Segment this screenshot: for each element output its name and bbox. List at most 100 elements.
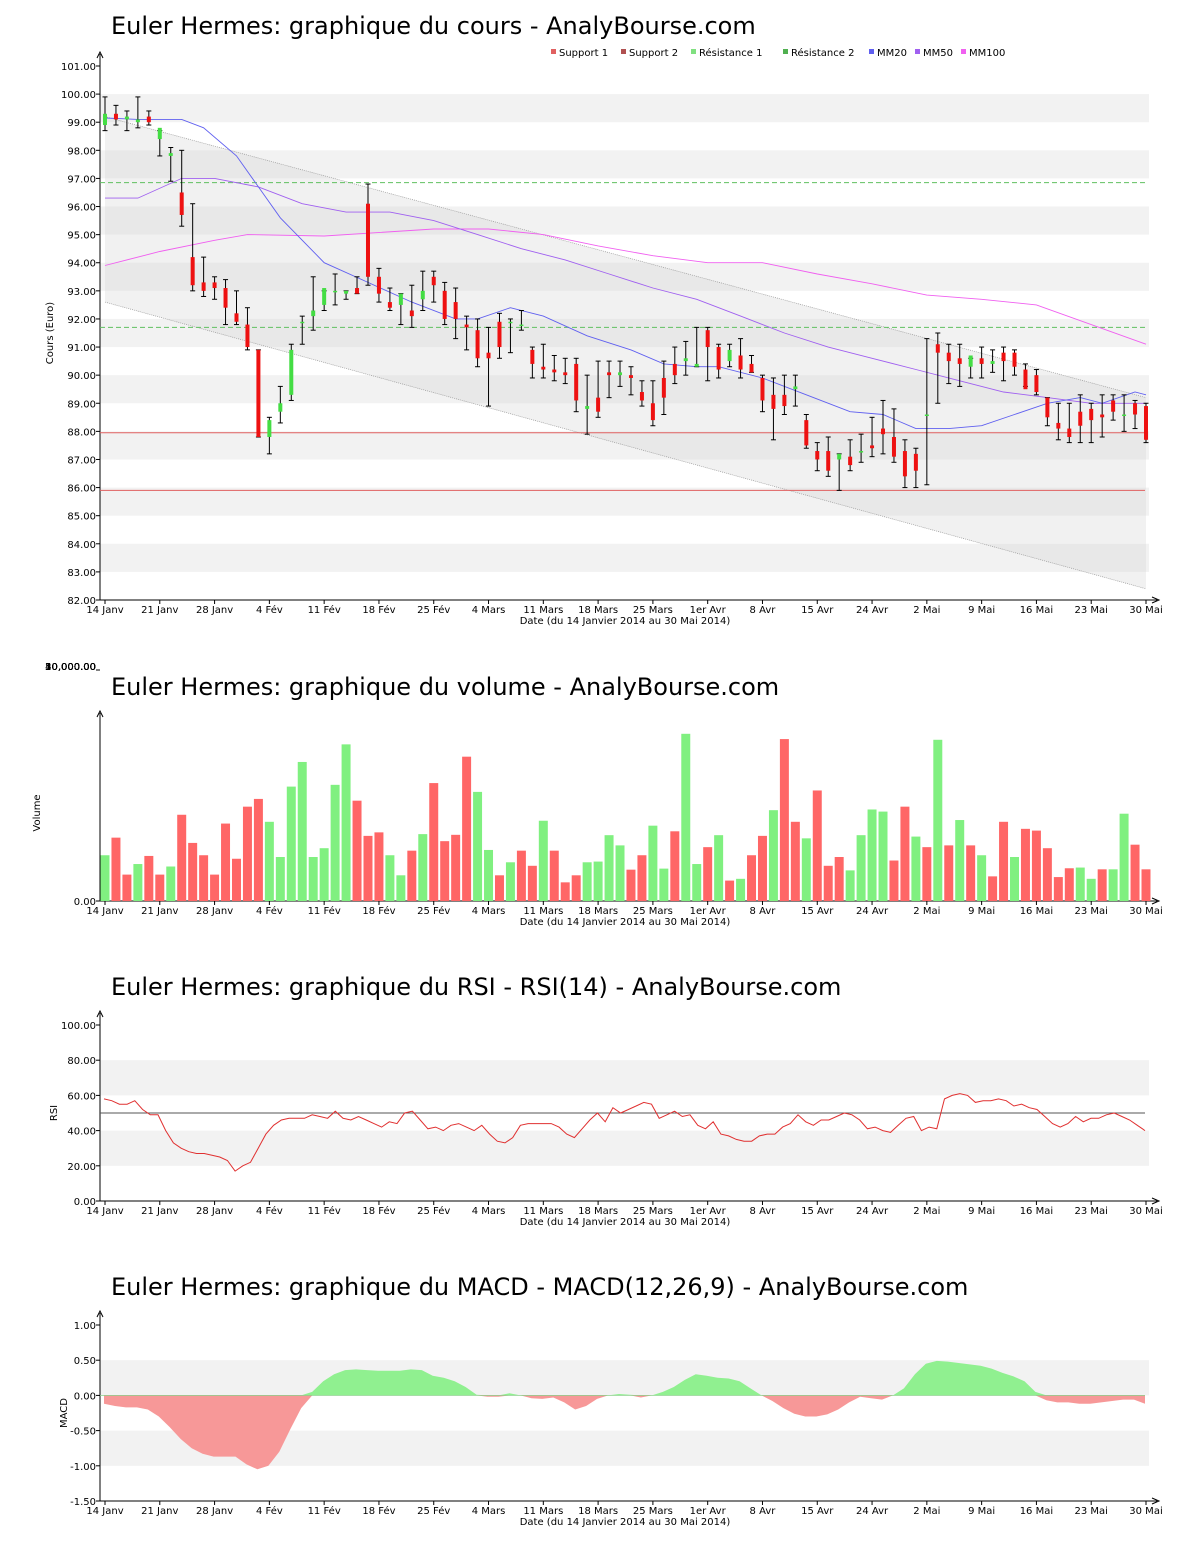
volume-bar — [242, 806, 252, 901]
y-tick-label: 98.00 — [67, 146, 96, 157]
candle-body — [870, 445, 875, 449]
x-tick-label: 9 Mai — [968, 1206, 995, 1217]
volume-bar — [1020, 828, 1030, 901]
x-tick-label: 25 Mars — [633, 605, 673, 616]
volume-bar — [922, 847, 932, 901]
grid-band — [100, 375, 1149, 404]
candle-body — [431, 276, 436, 286]
trend-channel — [105, 116, 1146, 589]
x-tick-label: 18 Mars — [578, 1206, 618, 1217]
volume-bar — [856, 835, 866, 901]
legend-label: MM100 — [969, 48, 1005, 59]
x-axis-arrow — [1151, 596, 1161, 604]
x-tick-label: 15 Avr — [801, 605, 834, 616]
volume-bar — [1130, 844, 1140, 901]
x-axis-title: Date (du 14 Janvier 2014 au 30 Mai 2014) — [520, 616, 731, 627]
volume-bar — [801, 838, 811, 901]
candle-body — [607, 372, 612, 376]
candle-body — [1045, 397, 1050, 418]
y-tick-label: 80.00 — [67, 1056, 96, 1067]
x-tick-label: 4 Fév — [256, 905, 283, 917]
volume-bar — [516, 850, 526, 901]
candle-body — [1089, 408, 1094, 421]
legend-swatch — [961, 49, 966, 54]
candle-body — [1144, 406, 1148, 440]
candle-body — [453, 302, 458, 319]
x-tick-label: 25 Fév — [417, 905, 450, 917]
x-tick-label: 30 Mai — [1129, 605, 1162, 616]
candle-body — [738, 355, 743, 370]
candle-body — [311, 310, 316, 317]
rsi-chart: 0.00 20.00 40.00 60.00 80.00 100.00 14 Janv 21 … — [49, 1009, 1163, 1228]
x-tick-label: 25 Mars — [633, 906, 673, 917]
x-axis-arrow — [1151, 897, 1161, 905]
legend-swatch — [621, 49, 626, 54]
grid-band — [100, 206, 1149, 235]
candle-body — [913, 453, 918, 471]
candle-body — [146, 116, 151, 123]
x-tick-label: 4 Mars — [472, 605, 506, 616]
grid-band — [100, 1130, 1149, 1166]
volume-bar — [933, 739, 943, 901]
y-tick-label: 20,000.00 — [45, 662, 96, 673]
y-tick-label: 85.00 — [67, 512, 96, 523]
x-tick-label: 4 Mars — [472, 1506, 506, 1517]
x-tick-label: 25 Mars — [633, 1506, 673, 1517]
volume-bar — [396, 875, 406, 901]
volume-bar — [593, 861, 603, 901]
y-tick-label: 1.00 — [74, 1321, 96, 1332]
volume-bar — [429, 783, 439, 901]
volume-bar — [144, 855, 154, 901]
volume-bar — [505, 862, 515, 901]
candle-body — [891, 436, 896, 457]
candle-body — [201, 282, 206, 291]
candle-body — [442, 290, 447, 319]
y-tick-label: -0.50 — [70, 1427, 96, 1438]
x-tick-label: 24 Avr — [856, 1506, 889, 1517]
volume-bar — [812, 790, 822, 901]
grid-band — [100, 318, 1149, 348]
volume-bar — [1053, 877, 1063, 901]
volume-panel: Euler Hermes: graphique du volume - Anal… — [0, 662, 1200, 940]
candle-body — [1023, 369, 1028, 390]
candle-body — [387, 302, 392, 308]
candle-body — [486, 352, 491, 359]
volume-bar — [253, 798, 263, 901]
x-tick-label: 30 Mai — [1129, 906, 1162, 917]
candle-body — [355, 288, 360, 294]
candle-body — [957, 358, 962, 364]
x-axis-title: Date (du 14 Janvier 2014 au 30 Mai 2014) — [520, 917, 731, 928]
volume-bar — [626, 869, 636, 901]
volume-bar — [999, 821, 1009, 901]
x-tick-label: 15 Avr — [801, 1206, 834, 1217]
volume-bar — [878, 811, 888, 901]
volume-bar — [604, 835, 614, 901]
x-tick-label: 28 Janv — [196, 1206, 233, 1217]
x-tick-label: 21 Janv — [141, 906, 178, 917]
x-axis-arrow — [1151, 1497, 1161, 1505]
candle-body — [1078, 411, 1083, 426]
y-tick-label: 0.50 — [74, 1356, 96, 1367]
x-tick-label: 18 Mars — [578, 906, 618, 917]
y-axis-title: RSI — [49, 1105, 60, 1121]
volume-bar — [473, 791, 483, 901]
y-tick-label: 20.00 — [67, 1162, 96, 1173]
y-tick-label: 40.00 — [67, 1127, 96, 1138]
price-chart: 82.00 83.00 84.00 85.00 86.00 87.00 88.00 89.00… — [45, 47, 1163, 627]
volume-bar — [549, 850, 559, 901]
candle-body — [771, 394, 776, 409]
candle-body — [859, 451, 864, 453]
y-tick-label: 93.00 — [67, 287, 96, 298]
candle-body — [409, 310, 414, 317]
candle-body — [530, 349, 535, 364]
volume-bar — [264, 821, 274, 901]
y-tick-label: 40,000.00 — [45, 662, 96, 673]
volume-bar — [1097, 869, 1107, 901]
candle-body — [705, 330, 710, 348]
y-axis-arrow — [96, 1309, 104, 1318]
grid-band — [100, 262, 1149, 291]
candle-body — [946, 352, 951, 362]
volume-bar — [867, 809, 877, 901]
x-tick-label: 18 Mars — [578, 605, 618, 616]
candle-body — [585, 406, 590, 409]
